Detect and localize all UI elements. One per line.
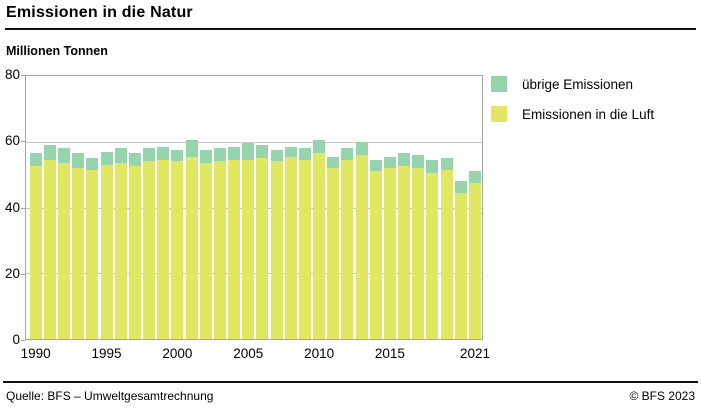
bar-segment-uebrige-1999 xyxy=(157,146,170,160)
bar-segment-uebrige-2005 xyxy=(242,143,255,160)
x-axis-tick-label-2000: 2000 xyxy=(162,346,193,361)
bar-segment-uebrige-2010 xyxy=(313,140,326,154)
x-axis-tick-label-2015: 2015 xyxy=(374,346,405,361)
legend-label-uebrige-emissionen: übrige Emissionen xyxy=(522,77,634,92)
y-axis-tick-mark-80 xyxy=(21,75,25,76)
y-axis-tick-label-40: 40 xyxy=(4,199,20,215)
legend-item-emissionen-luft: Emissionen in die Luft xyxy=(491,106,696,122)
bar-2010 xyxy=(313,140,326,339)
x-axis-tick-label-1995: 1995 xyxy=(91,346,122,361)
bar-segment-uebrige-1991 xyxy=(43,145,56,160)
bar-1990 xyxy=(29,153,42,339)
legend-swatch-uebrige-emissionen-icon xyxy=(491,76,507,92)
legend-item-uebrige-emissionen: übrige Emissionen xyxy=(491,76,696,92)
bar-1998 xyxy=(143,148,156,339)
bar-segment-uebrige-2016 xyxy=(398,153,411,167)
y-axis-tick-label-80: 80 xyxy=(4,67,20,82)
y-axis-tick-mark-60 xyxy=(21,141,25,143)
y-axis-tick-label-60: 60 xyxy=(4,133,20,149)
bar-segment-uebrige-2003 xyxy=(213,148,226,162)
y-axis-tick-mark-20 xyxy=(21,273,25,275)
bar-1991 xyxy=(43,145,56,339)
page-title: Emissionen in die Natur xyxy=(6,4,193,21)
bar-segment-uebrige-2020 xyxy=(454,181,467,193)
title-divider xyxy=(5,28,696,30)
x-axis-tick-label-2005: 2005 xyxy=(233,346,264,361)
bar-2000 xyxy=(171,149,184,339)
bar-segment-uebrige-2001 xyxy=(185,140,198,157)
legend-swatch-emissionen-luft-icon xyxy=(491,106,507,122)
bar-1995 xyxy=(100,151,113,339)
bar-segment-uebrige-1996 xyxy=(114,148,127,164)
copyright-text: © BFS 2023 xyxy=(629,389,695,403)
bar-segment-uebrige-2019 xyxy=(440,158,453,170)
bar-series-container xyxy=(26,76,482,339)
y-axis-tick-mark-40 xyxy=(21,207,25,209)
bar-segment-uebrige-2002 xyxy=(199,149,212,164)
bar-2001 xyxy=(185,140,198,339)
bar-2005 xyxy=(242,143,255,339)
legend-label-emissionen-luft: Emissionen in die Luft xyxy=(522,107,655,122)
bar-segment-uebrige-1990 xyxy=(29,153,42,167)
bar-segment-uebrige-1997 xyxy=(128,153,141,167)
bar-segment-uebrige-2014 xyxy=(369,159,382,172)
bar-2018 xyxy=(426,159,439,339)
bar-segment-uebrige-2015 xyxy=(383,156,396,169)
bar-2017 xyxy=(412,154,425,339)
bar-2021 xyxy=(468,171,481,339)
bar-2016 xyxy=(398,153,411,339)
bar-2002 xyxy=(199,149,212,339)
x-axis-tick-label-1990: 1990 xyxy=(20,346,51,361)
y-axis-tick-label-0: 0 xyxy=(12,332,20,347)
bar-2013 xyxy=(355,141,368,339)
bar-segment-uebrige-1993 xyxy=(72,153,85,169)
y-axis-tick-label-20: 20 xyxy=(4,265,20,281)
x-axis-tick-label-2010: 2010 xyxy=(304,346,335,361)
bar-segment-uebrige-2007 xyxy=(270,149,283,162)
bar-segment-uebrige-2018 xyxy=(426,159,439,173)
bar-segment-uebrige-1995 xyxy=(100,151,113,165)
bar-2020 xyxy=(454,181,467,339)
bar-2007 xyxy=(270,149,283,339)
plot-area xyxy=(25,75,483,340)
bar-2003 xyxy=(213,148,226,339)
bar-segment-uebrige-2021 xyxy=(468,171,481,183)
x-axis-tick-label-2021: 2021 xyxy=(459,346,490,361)
bar-segment-uebrige-2009 xyxy=(298,148,311,160)
footer-divider xyxy=(3,381,698,383)
y-axis-tick-mark-0 xyxy=(21,340,25,341)
bar-1992 xyxy=(58,148,71,339)
bar-1994 xyxy=(86,158,99,339)
bar-2014 xyxy=(369,159,382,339)
bar-segment-uebrige-1992 xyxy=(58,148,71,164)
bar-2012 xyxy=(341,148,354,339)
bar-segment-uebrige-1998 xyxy=(143,148,156,162)
bar-1999 xyxy=(157,146,170,339)
bar-1997 xyxy=(128,153,141,339)
bar-1996 xyxy=(114,148,127,339)
bar-segment-uebrige-2017 xyxy=(412,154,425,169)
bar-2019 xyxy=(440,158,453,339)
bar-2011 xyxy=(327,156,340,339)
bar-2006 xyxy=(256,145,269,339)
legend: übrige Emissionen Emissionen in die Luft xyxy=(491,76,696,136)
bar-segment-uebrige-1994 xyxy=(86,158,99,170)
source-text: Quelle: BFS – Umweltgesamtrechnung xyxy=(6,389,214,403)
bar-segment-uebrige-2013 xyxy=(355,141,368,155)
gridline-60 xyxy=(26,141,482,143)
bar-segment-uebrige-2012 xyxy=(341,148,354,160)
bar-2015 xyxy=(383,156,396,339)
bar-1993 xyxy=(72,153,85,339)
bar-segment-uebrige-2006 xyxy=(256,145,269,159)
bar-segment-uebrige-2011 xyxy=(327,156,340,169)
bar-segment-uebrige-2004 xyxy=(228,146,241,160)
bar-segment-uebrige-2008 xyxy=(284,146,297,157)
bar-segment-uebrige-2000 xyxy=(171,149,184,162)
bar-2009 xyxy=(298,148,311,339)
bar-2004 xyxy=(228,146,241,339)
bar-2008 xyxy=(284,146,297,339)
unit-label: Millionen Tonnen xyxy=(6,44,108,58)
